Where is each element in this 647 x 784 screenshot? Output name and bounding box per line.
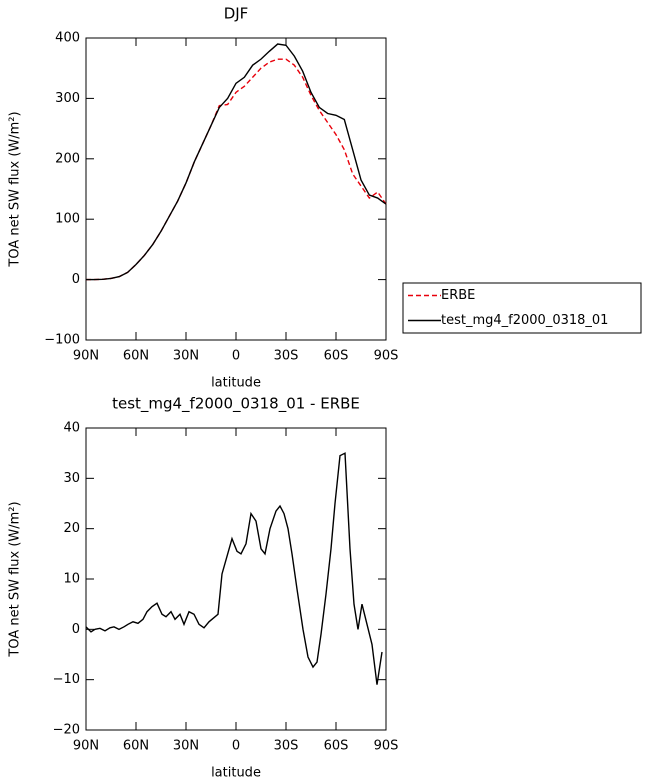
y-tick-label: 10 — [63, 572, 80, 587]
x-tick-label: 30N — [173, 739, 199, 754]
x-tick-label: 90N — [73, 349, 99, 364]
x-axis-label: latitude — [211, 376, 261, 391]
y-tick-label: −10 — [53, 672, 80, 687]
y-tick-label: 30 — [63, 471, 80, 486]
x-tick-label: 90N — [73, 739, 99, 754]
plot-frame — [85, 427, 387, 731]
y-tick-label: 400 — [55, 31, 80, 46]
y-tick-label: 20 — [63, 521, 80, 536]
legend-box — [402, 282, 642, 334]
x-tick-label: 30N — [173, 349, 199, 364]
data-line — [86, 58, 387, 281]
y-tick-label: 0 — [72, 272, 80, 287]
x-tick-label: 0 — [232, 739, 240, 754]
x-tick-label: 30S — [274, 739, 299, 754]
y-axis-label: TOA net SW flux (W/m²) — [8, 111, 23, 267]
data-line — [86, 43, 387, 281]
x-tick-label: 60N — [123, 349, 149, 364]
y-tick-label: 0 — [72, 622, 80, 637]
y-tick-label: 200 — [55, 151, 80, 166]
x-tick-label: 60S — [324, 739, 349, 754]
data-line — [85, 452, 383, 685]
y-tick-label: 300 — [55, 91, 80, 106]
y-tick-label: 40 — [63, 421, 80, 436]
x-tick-label: 60N — [123, 739, 149, 754]
y-tick-label: 100 — [55, 212, 80, 227]
y-tick-label: −20 — [53, 723, 80, 738]
x-axis-label: latitude — [211, 766, 261, 781]
legend-label: test_mg4_f2000_0318_01 — [441, 313, 608, 328]
chart-title: DJF — [224, 5, 249, 23]
x-tick-label: 30S — [274, 349, 299, 364]
x-tick-label: 90S — [374, 739, 399, 754]
legend-label: ERBE — [441, 288, 475, 303]
y-tick-label: −100 — [44, 333, 80, 348]
x-tick-label: 0 — [232, 349, 240, 364]
x-tick-label: 60S — [324, 349, 349, 364]
y-axis-label: TOA net SW flux (W/m²) — [8, 501, 23, 657]
chart-title: test_mg4_f2000_0318_01 - ERBE — [112, 395, 360, 414]
x-tick-label: 90S — [374, 349, 399, 364]
